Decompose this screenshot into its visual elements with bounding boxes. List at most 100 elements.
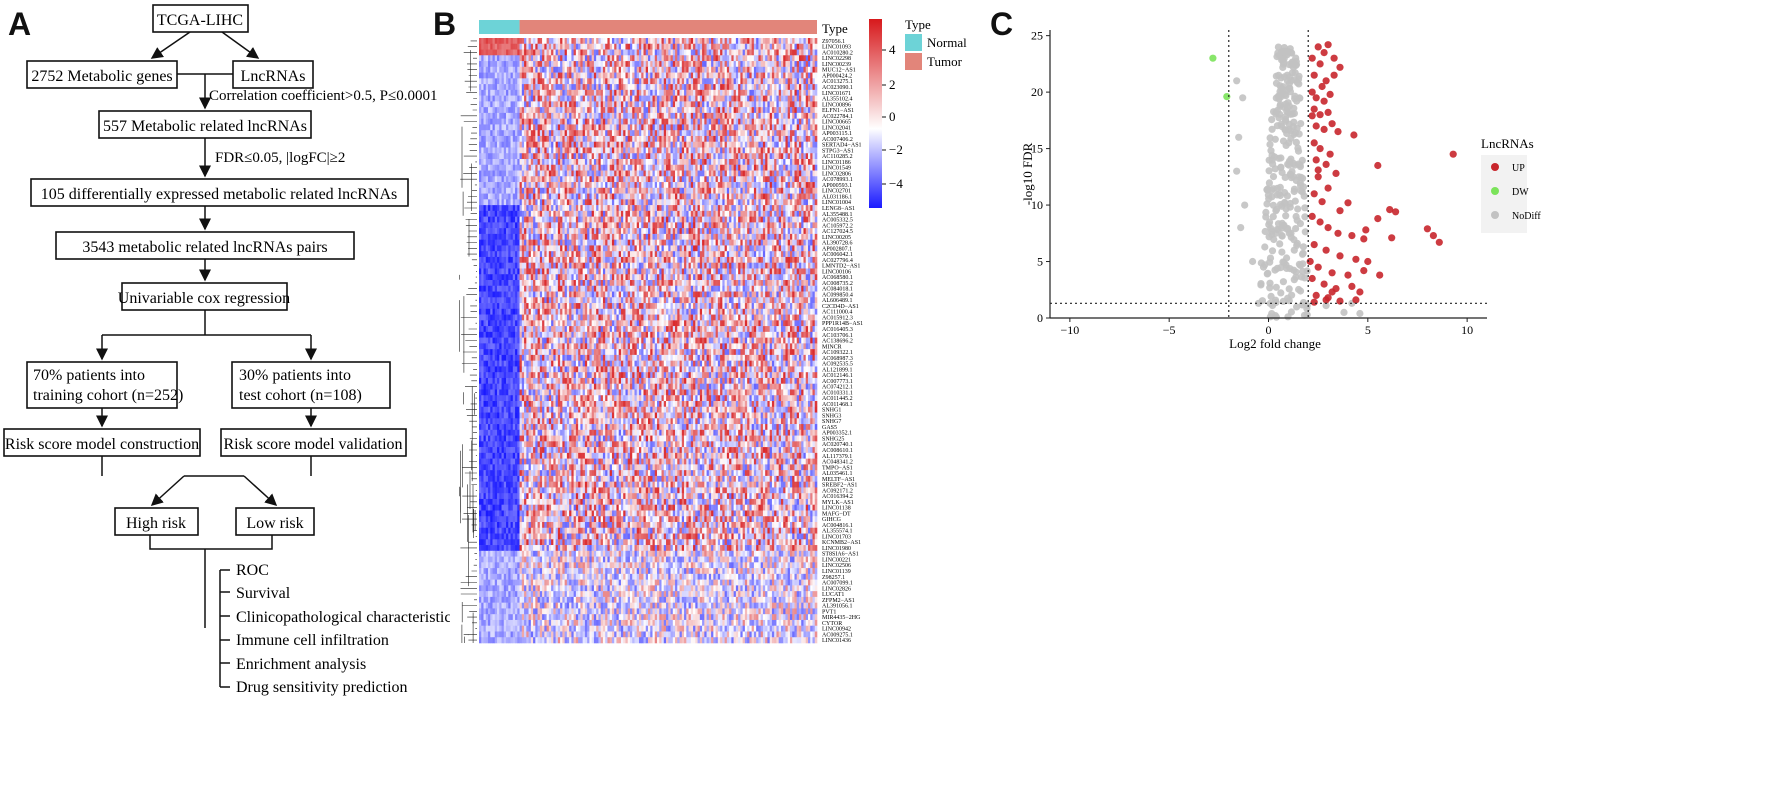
heatmap-cell: [776, 72, 779, 79]
heatmap-cell: [492, 210, 496, 217]
heatmap-cell: [720, 210, 723, 217]
heatmap-cell: [726, 159, 730, 166]
heatmap-cell: [684, 43, 687, 50]
heatmap-cell: [645, 118, 649, 125]
heatmap-cell: [643, 72, 647, 79]
heatmap-cell: [551, 205, 554, 212]
heatmap-cell: [638, 159, 642, 166]
heatmap-cell: [767, 107, 770, 114]
heatmap-cell: [598, 101, 601, 108]
heatmap-cell: [774, 72, 777, 79]
heatmap-cell: [632, 78, 635, 85]
heatmap-cell: [508, 141, 511, 148]
heatmap-cell: [733, 72, 737, 79]
heatmap-cell: [488, 216, 491, 223]
heatmap-cell: [789, 101, 793, 108]
heatmap-cell: [672, 216, 676, 223]
heatmap-cell: [609, 159, 613, 166]
heatmap-cell: [542, 135, 545, 143]
heatmap-cell: [643, 170, 647, 177]
heatmap-cell: [778, 170, 782, 177]
heatmap-cell: [607, 55, 610, 62]
heatmap-cell: [794, 222, 798, 229]
heatmap-cell: [787, 170, 791, 177]
heatmap-cell: [792, 38, 795, 45]
heatmap-cell: [708, 205, 712, 212]
heatmap-cell: [774, 38, 777, 45]
heatmap-cell: [510, 193, 514, 200]
heatmap-cell: [688, 43, 692, 50]
heatmap-cell: [598, 61, 601, 68]
heatmap-cell: [722, 89, 725, 96]
heatmap-cell: [641, 95, 644, 102]
heatmap-cell: [652, 78, 656, 85]
heatmap-cell: [713, 159, 716, 166]
heatmap-cell: [627, 55, 631, 62]
heatmap-cell: [506, 124, 509, 131]
heatmap-cell: [564, 78, 568, 85]
heatmap-cell: [747, 187, 750, 194]
heatmap-cell: [702, 164, 705, 171]
heatmap-cell: [690, 118, 694, 125]
heatmap-cell: [616, 66, 619, 73]
heatmap-cell: [494, 55, 498, 62]
heatmap-cell: [483, 170, 487, 177]
heatmap-cell: [648, 43, 651, 50]
heatmap-cell: [711, 118, 714, 125]
heatmap-cell: [783, 182, 786, 189]
heatmap-cell: [805, 199, 809, 206]
heatmap-cell: [720, 159, 723, 166]
heatmap-cell: [557, 124, 561, 131]
heatmap-cell: [600, 135, 604, 143]
heatmap-cell: [623, 61, 626, 68]
heatmap-cell: [749, 199, 752, 206]
heatmap-cell: [758, 153, 761, 160]
heatmap-cell: [677, 49, 680, 56]
heatmap-cell: [789, 118, 793, 125]
heatmap-cell: [620, 101, 624, 108]
heatmap-cell: [810, 153, 813, 160]
heatmap-cell: [571, 107, 574, 114]
heatmap-cell: [690, 61, 694, 68]
heatmap-cell: [544, 55, 547, 62]
analysis-immune: Immune cell infiltration: [236, 632, 389, 649]
heatmap-cell: [483, 159, 487, 166]
heatmap-cell: [519, 210, 523, 217]
type-bar-tumor: [519, 20, 817, 34]
heatmap-cell: [693, 112, 696, 119]
heatmap-cell: [798, 84, 802, 91]
heatmap-cell: [481, 130, 484, 137]
heatmap-cell: [729, 170, 732, 177]
heatmap-cell: [751, 170, 755, 177]
heatmap-cell: [731, 147, 734, 154]
heatmap-cell: [675, 147, 678, 154]
heatmap-cell: [483, 55, 487, 62]
heatmap-cell: [519, 55, 523, 62]
heatmap-cell: [488, 187, 491, 194]
heatmap-cell: [726, 170, 730, 177]
heatmap-cell: [497, 43, 500, 50]
heatmap-cell: [742, 107, 746, 114]
heatmap-cell: [654, 205, 658, 212]
heatmap-cell: [713, 170, 716, 177]
heatmap-cell: [546, 130, 550, 137]
heatmap-cell: [546, 66, 550, 73]
heatmap-cell: [611, 101, 615, 108]
heatmap-cell: [566, 55, 570, 62]
heatmap-cell: [564, 95, 568, 102]
heatmap-cell: [699, 101, 703, 108]
heatmap-cell: [695, 210, 698, 217]
heatmap-cell: [609, 66, 613, 73]
heatmap-cell: [675, 84, 678, 91]
heatmap-cell: [634, 210, 638, 217]
heatmap-cell: [548, 95, 552, 102]
heatmap-cell: [663, 153, 667, 160]
heatmap-cell: [578, 210, 581, 217]
heatmap-cell: [722, 101, 725, 108]
heatmap-cell: [497, 78, 500, 85]
heatmap-cell: [740, 147, 743, 154]
heatmap-cell: [711, 78, 714, 85]
heatmap-cell: [643, 222, 647, 229]
heatmap-cell: [535, 43, 538, 50]
heatmap-cell: [499, 210, 502, 217]
